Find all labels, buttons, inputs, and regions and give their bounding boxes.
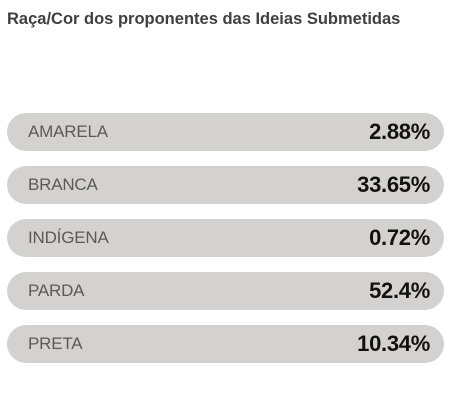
row-value: 52.4% xyxy=(369,278,430,303)
row-value: 10.34% xyxy=(357,331,430,356)
row-branca: BRANCA 33.65% xyxy=(7,166,444,204)
row-preta: PRETA 10.34% xyxy=(7,325,444,363)
row-value: 0.72% xyxy=(369,225,430,250)
row-value: 33.65% xyxy=(357,172,430,197)
chart-title: Raça/Cor dos proponentes das Ideias Subm… xyxy=(7,10,401,28)
percentage-list: AMARELA 2.88% BRANCA 33.65% INDÍGENA 0.7… xyxy=(7,113,444,378)
row-label: BRANCA xyxy=(28,175,98,194)
row-label: AMARELA xyxy=(28,122,108,141)
row-label: PARDA xyxy=(28,281,85,300)
row-amarela: AMARELA 2.88% xyxy=(7,113,444,151)
row-label: INDÍGENA xyxy=(28,228,109,247)
row-label: PRETA xyxy=(28,334,83,353)
row-parda: PARDA 52.4% xyxy=(7,272,444,310)
row-indigena: INDÍGENA 0.72% xyxy=(7,219,444,257)
row-value: 2.88% xyxy=(369,119,430,144)
